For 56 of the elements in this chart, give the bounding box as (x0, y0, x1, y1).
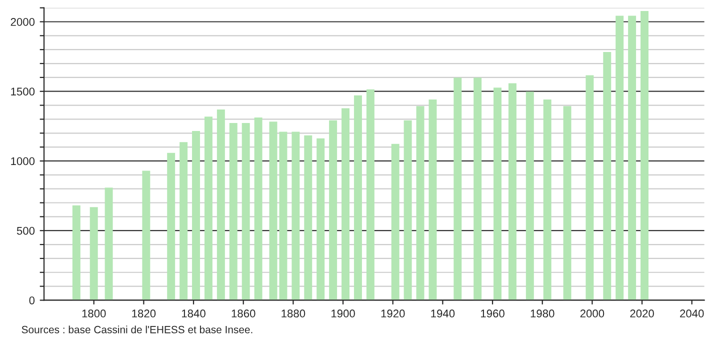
x-tick-label: 1840 (182, 310, 206, 318)
x-tick-label: 1880 (282, 310, 306, 318)
bar (354, 95, 362, 300)
x-tick-label: 1940 (431, 310, 455, 318)
x-tick-label: 1960 (481, 310, 504, 318)
bar (304, 135, 312, 300)
bar (563, 106, 572, 300)
x-tick-label: 1980 (530, 310, 554, 318)
bar (192, 131, 200, 300)
bar (640, 11, 649, 300)
x-tick-label: 1920 (381, 310, 405, 318)
bar (142, 170, 150, 300)
bar (329, 120, 338, 300)
bar (616, 16, 624, 300)
bar (279, 132, 288, 300)
y-tick-label: 1000 (11, 157, 35, 166)
x-tick-label: 1900 (332, 310, 355, 318)
bar (366, 89, 374, 300)
bar (404, 120, 412, 300)
bar (342, 108, 350, 300)
bar (254, 118, 262, 300)
y-tick-label: 0 (29, 296, 35, 304)
y-tick-label: 500 (16, 226, 35, 235)
bar (474, 78, 482, 300)
bar (416, 106, 424, 300)
bar (316, 138, 325, 300)
bar (543, 99, 552, 300)
bar (72, 205, 80, 300)
bar (104, 188, 113, 300)
bar (628, 16, 636, 300)
x-tick-label: 2000 (580, 310, 604, 318)
bar (586, 75, 594, 300)
bar (167, 152, 176, 300)
bar (454, 78, 462, 300)
x-tick-label: 2020 (630, 310, 654, 318)
x-tick-label: 1860 (232, 310, 256, 318)
bar (391, 144, 400, 300)
bar (204, 116, 212, 300)
x-tick-label: 1820 (132, 310, 156, 318)
bar (603, 52, 612, 300)
bar (90, 207, 98, 300)
y-tick-label: 2000 (10, 18, 35, 26)
bar (216, 109, 225, 300)
bar (494, 88, 502, 300)
bar (180, 142, 188, 300)
bar (292, 132, 300, 300)
x-tick-label: 2040 (680, 310, 704, 318)
bar (428, 99, 437, 300)
x-tick-label: 1800 (82, 310, 106, 318)
y-tick-label: 1500 (11, 88, 35, 96)
source-note: Sources : base Cassini de l'EHESS et base Insee. (22, 326, 252, 334)
bar (526, 92, 534, 300)
bar (242, 122, 250, 300)
bar (229, 122, 238, 300)
bar (508, 83, 516, 300)
bar (269, 122, 278, 300)
